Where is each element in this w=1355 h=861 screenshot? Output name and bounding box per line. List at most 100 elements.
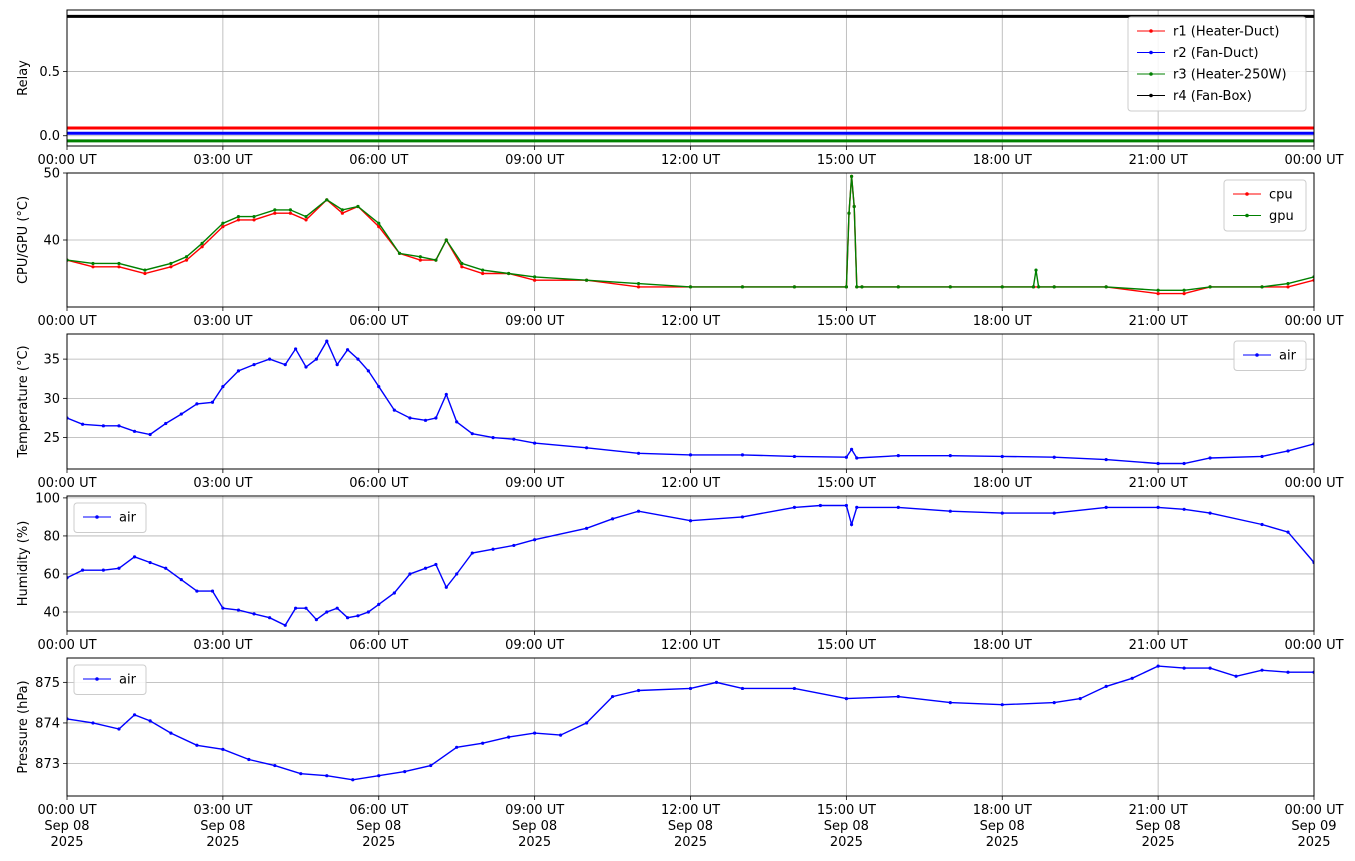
data-point: [345, 616, 350, 620]
y-tick-label: 40: [43, 234, 60, 249]
data-point: [221, 225, 225, 229]
legend: air: [73, 664, 147, 695]
legend-frame: [1223, 179, 1307, 232]
data-point: [792, 505, 797, 510]
y-axis-label: Pressure (hPa): [16, 680, 31, 773]
panel-5: 00:00 UT Sep 08 2025 03:00 UT Sep 08 2025 06:0…: [16, 657, 1344, 850]
data-point: [740, 515, 745, 519]
legend-entry: air: [1279, 349, 1297, 364]
data-point: [1156, 288, 1160, 292]
x-tick-label: 12:00 UT: [661, 638, 720, 653]
data-point: [429, 763, 433, 768]
data-point: [325, 198, 329, 202]
data-point: [1260, 668, 1264, 672]
data-point: [169, 265, 173, 269]
data-point: [91, 261, 95, 266]
data-point: [455, 745, 459, 749]
data-point: [849, 522, 854, 527]
legend-marker: [1245, 213, 1249, 218]
y-tick-label: 25: [43, 431, 60, 446]
x-tick-label: 00:00 UT: [1284, 476, 1343, 491]
data-point: [179, 578, 183, 582]
data-point: [844, 696, 848, 701]
data-point: [491, 436, 495, 440]
data-point: [1000, 454, 1004, 459]
series-line: [67, 176, 1314, 295]
y-tick-label: 30: [43, 392, 60, 407]
legend: r1 (Heater-Duct) r2 (Fan-Duct) r3 (Heater-…: [1127, 16, 1307, 112]
x-tick-label: 09:00 UT: [505, 153, 564, 168]
data-point: [507, 271, 511, 276]
legend-marker: [1255, 353, 1259, 357]
panel-2: 00:00 UT 03:00 UT 06:00 UT 09:00 UT 12:00 UT…: [16, 167, 1344, 330]
data-point: [1260, 285, 1264, 289]
data-point: [273, 208, 277, 212]
x-tick-label: 00:00 UT: [1284, 314, 1343, 329]
legend-entry: air: [119, 673, 137, 688]
x-tick-label: 09:00 UT: [505, 314, 564, 329]
y-tick-label: 875: [35, 676, 60, 691]
legend: air: [1233, 340, 1307, 371]
y-tick-label: 80: [43, 529, 60, 544]
legend-marker: [95, 677, 99, 681]
data-point: [195, 743, 199, 747]
x-tick-label: 06:00 UT: [349, 314, 408, 329]
data-point: [101, 568, 105, 572]
data-point: [169, 731, 173, 735]
data-point: [252, 612, 256, 616]
data-point: [844, 455, 848, 459]
plot-area: [67, 664, 1314, 782]
data-point: [247, 757, 251, 762]
data-point: [533, 731, 537, 735]
legend-marker: [1149, 93, 1153, 98]
data-point: [434, 562, 438, 567]
data-point: [434, 416, 438, 420]
x-tick-label: 00:00 UT: [37, 476, 96, 491]
data-point: [852, 204, 856, 209]
x-tick-label: 18:00 UT: [973, 314, 1032, 329]
x-tick-label: 12:00 UT: [661, 476, 720, 491]
data-point: [283, 363, 287, 367]
data-point: [481, 271, 485, 276]
data-point: [252, 363, 256, 367]
data-point: [1286, 449, 1290, 453]
data-point: [1156, 664, 1160, 668]
data-point: [80, 568, 85, 572]
data-point: [80, 422, 85, 426]
legend-entry: gpu: [1269, 209, 1294, 224]
data-point: [1052, 701, 1056, 705]
data-point: [896, 285, 900, 289]
data-point: [283, 623, 287, 627]
x-tick-label: 03:00 UT: [193, 153, 252, 168]
x-tick-label: 15:00 UT: [817, 638, 876, 653]
data-point: [423, 418, 428, 422]
y-tick-label: 0.0: [39, 129, 60, 144]
data-point: [143, 271, 147, 276]
data-point: [169, 261, 173, 266]
data-point: [1104, 457, 1108, 462]
data-point: [117, 424, 121, 428]
data-point: [636, 285, 641, 289]
data-point: [340, 208, 344, 212]
data-point: [1182, 288, 1186, 292]
data-point: [117, 566, 121, 570]
data-point: [434, 258, 438, 262]
data-point: [714, 680, 719, 684]
legend-marker: [1149, 29, 1153, 33]
y-tick-label: 873: [35, 757, 60, 772]
data-point: [610, 694, 615, 699]
data-point: [345, 348, 350, 352]
data-point: [1000, 285, 1004, 289]
legend-marker: [1149, 50, 1153, 55]
data-point: [392, 591, 396, 595]
y-tick-label: 874: [35, 716, 60, 731]
data-point: [636, 688, 641, 693]
data-point: [210, 400, 215, 404]
x-tick-label: 00:00 UT Sep 08 2025: [37, 803, 96, 850]
data-point: [200, 241, 204, 245]
x-tick-label: 09:00 UT: [505, 476, 564, 491]
data-point: [792, 285, 797, 289]
data-point: [132, 555, 137, 559]
data-point: [184, 258, 189, 262]
